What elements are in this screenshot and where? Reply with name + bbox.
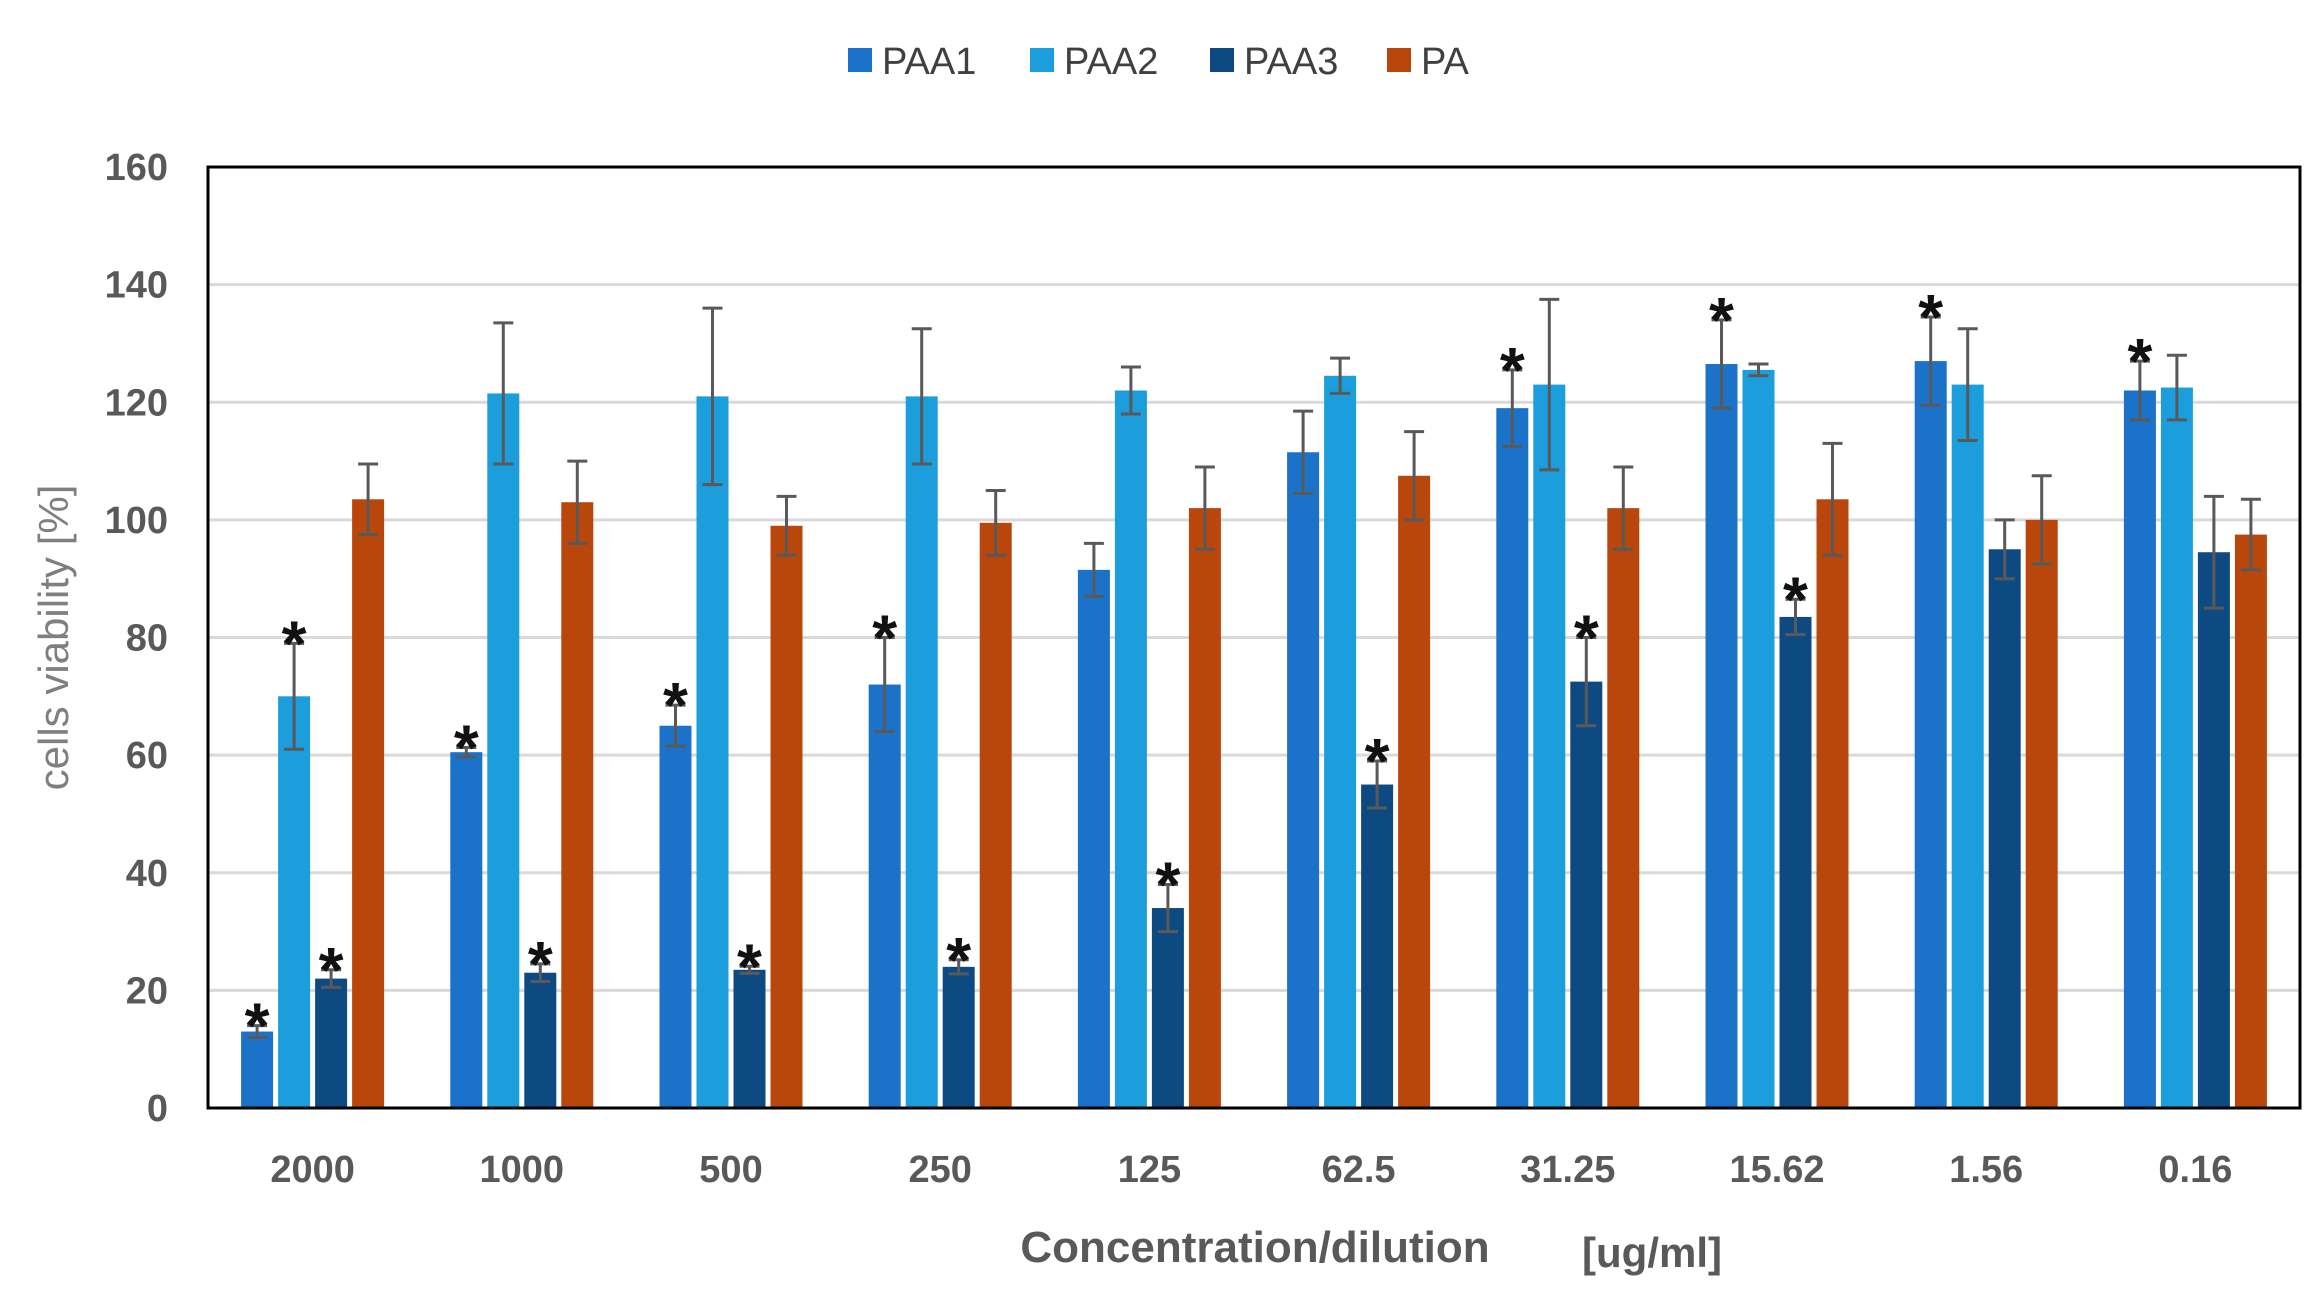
bar-pa-250 (979, 522, 1012, 1108)
bar-paa3-62.5 (1361, 784, 1394, 1108)
bar-pa-1000 (561, 502, 594, 1108)
bar-paa1-1000 (450, 752, 483, 1108)
bar-paa2-62.5 (1324, 375, 1357, 1108)
bar-paa1-250 (868, 684, 901, 1108)
bar-pa-31.25 (1607, 508, 1640, 1108)
bar-paa2-31.25 (1533, 384, 1566, 1108)
significance-star: * (245, 990, 270, 1062)
y-tick-label: 120 (105, 382, 168, 424)
bar-pa-62.5 (1398, 475, 1431, 1108)
significance-markers: * * * * * * * * * * * * * * * * * (245, 281, 2153, 1062)
significance-star: * (319, 934, 344, 1006)
bar-paa1-0.16 (2123, 390, 2156, 1108)
bar-paa1-31.25 (1496, 408, 1529, 1109)
bar-paa1-125 (1077, 569, 1110, 1108)
bar-pa-0.16 (2234, 534, 2267, 1108)
x-tick-label: 125 (1118, 1149, 1181, 1191)
significance-star: * (663, 669, 688, 741)
legend-label-pa: PA (1421, 41, 1470, 83)
legend-swatch-paa1 (848, 48, 872, 72)
bar-paa1-15.62 (1705, 364, 1738, 1109)
x-tick-label: 62.5 (1322, 1149, 1396, 1191)
bar-paa1-2000 (241, 1031, 274, 1108)
significance-star: * (282, 607, 307, 679)
significance-star: * (1709, 284, 1734, 356)
bar-paa3-31.25 (1570, 681, 1603, 1108)
bar-pa-125 (1188, 508, 1221, 1108)
x-tick-label: 250 (908, 1149, 971, 1191)
x-axis-label: Concentration/dilution (1020, 1223, 1489, 1272)
x-tick-label: 500 (699, 1149, 762, 1191)
significance-star: * (1918, 281, 1943, 353)
significance-star: * (528, 928, 553, 1000)
significance-star: * (872, 602, 897, 674)
x-tick-label: 15.62 (1729, 1149, 1824, 1191)
bar-paa1-1.56 (1914, 361, 1947, 1108)
bar-paa2-125 (1114, 390, 1147, 1108)
bar-paa3-1.56 (1988, 549, 2021, 1108)
y-axis-label: cells viability [%] (30, 485, 77, 791)
plot-area-frame (206, 165, 2302, 1110)
bar-paa2-1000 (487, 393, 520, 1109)
bar-pa-500 (770, 525, 803, 1108)
bar-paa1-500 (659, 725, 692, 1108)
x-tick-label: 1000 (480, 1149, 565, 1191)
y-tick-label: 160 (105, 147, 168, 189)
bar-paa2-500 (696, 396, 729, 1108)
bar-paa3-125 (1151, 908, 1184, 1108)
x-tick-label: 2000 (270, 1149, 355, 1191)
legend-label-paa3: PAA3 (1244, 41, 1338, 83)
y-tick-label: 20 (126, 970, 168, 1012)
significance-star: * (1783, 563, 1808, 635)
bar-paa1-62.5 (1287, 452, 1320, 1109)
bar-paa2-0.16 (2160, 387, 2193, 1108)
legend-swatch-pa (1387, 48, 1411, 72)
bar-pa-1.56 (2025, 519, 2058, 1108)
y-tick-label: 0 (147, 1088, 168, 1130)
y-tick-label: 100 (105, 500, 168, 542)
x-tick-label: 0.16 (2158, 1149, 2232, 1191)
gridlines (208, 283, 2300, 992)
significance-star: * (1574, 602, 1599, 674)
significance-star: * (1365, 725, 1390, 797)
bar-paa3-500 (733, 969, 766, 1108)
bar-paa2-1.56 (1951, 384, 1984, 1108)
significance-star: * (2127, 325, 2152, 397)
significance-star: * (946, 924, 971, 996)
significance-star: * (1155, 849, 1180, 921)
legend-swatch-paa3 (1210, 48, 1234, 72)
bar-pa-15.62 (1816, 499, 1849, 1108)
significance-star: * (1500, 334, 1525, 406)
bar-paa2-250 (905, 396, 938, 1108)
x-tick-label: 31.25 (1520, 1149, 1615, 1191)
x-axis-ticks: 2000 1000 500 250 125 62.5 31.25 15.62 1.56 0.16 (270, 1149, 2232, 1191)
bar-paa2-15.62 (1742, 369, 1775, 1108)
legend-swatch-paa2 (1030, 48, 1054, 72)
bar-paa3-0.16 (2197, 552, 2230, 1108)
error-bars (247, 297, 2261, 1039)
bar-paa2-2000 (278, 696, 311, 1108)
legend-label-paa1: PAA1 (882, 41, 976, 83)
bar-paa3-15.62 (1779, 616, 1812, 1108)
significance-star: * (737, 930, 762, 1002)
x-axis-unit: [ug/ml] (1582, 1229, 1722, 1276)
x-tick-label: 1.56 (1949, 1149, 2023, 1191)
y-tick-label: 140 (105, 265, 168, 307)
y-tick-label: 40 (126, 853, 168, 895)
bars (241, 361, 2267, 1109)
bar-paa3-2000 (315, 978, 348, 1108)
legend: PAA1 PAA2 PAA3 PA (848, 41, 1470, 83)
y-tick-label: 60 (126, 735, 168, 777)
bar-paa3-1000 (524, 972, 557, 1108)
significance-star: * (454, 711, 479, 783)
legend-label-paa2: PAA2 (1064, 41, 1158, 83)
bar-paa3-250 (942, 966, 975, 1108)
y-axis-ticks: 0 20 40 60 80 100 120 140 160 (105, 147, 168, 1130)
bar-pa-2000 (352, 499, 385, 1108)
y-tick-label: 80 (126, 618, 168, 660)
